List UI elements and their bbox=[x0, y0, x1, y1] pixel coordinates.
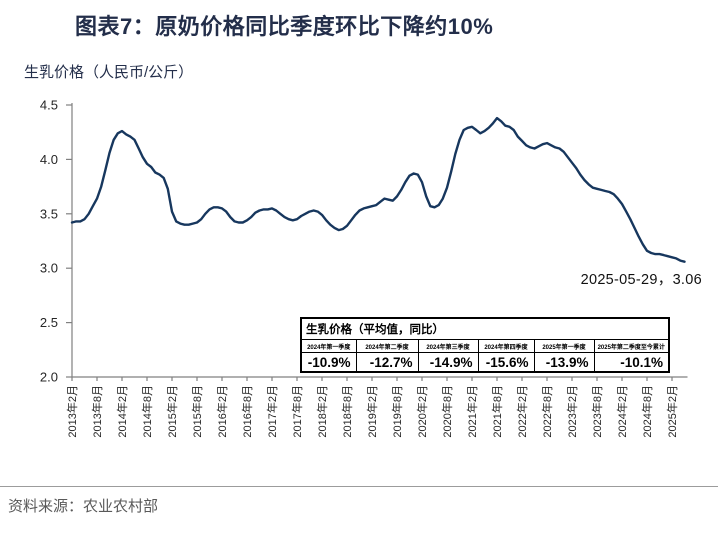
svg-text:2018年8月: 2018年8月 bbox=[340, 385, 354, 438]
svg-text:2017年8月: 2017年8月 bbox=[290, 385, 304, 438]
svg-text:2025年2月: 2025年2月 bbox=[665, 385, 679, 438]
svg-text:2019年8月: 2019年8月 bbox=[390, 385, 404, 438]
svg-text:2016年2月: 2016年2月 bbox=[215, 385, 229, 438]
svg-text:3.0: 3.0 bbox=[40, 261, 58, 276]
svg-text:2014年8月: 2014年8月 bbox=[140, 385, 154, 438]
data-source-note: 资料来源：农业农村部 bbox=[8, 498, 159, 515]
svg-text:2024年8月: 2024年8月 bbox=[640, 385, 654, 438]
latest-price-annotation: 2025-05-29，3.06 bbox=[580, 272, 702, 288]
table-value-cell: -10.1% bbox=[593, 352, 670, 373]
table-col-header: 2025年第二季度至今累计 bbox=[593, 339, 670, 353]
svg-text:2019年2月: 2019年2月 bbox=[365, 385, 379, 438]
table-col-header: 2024年第一季度 bbox=[300, 339, 357, 353]
svg-text:2022年8月: 2022年8月 bbox=[540, 385, 554, 438]
table-col-header: 2024年第三季度 bbox=[417, 339, 479, 353]
table-header-row: 2024年第一季度 2024年第二季度 2024年第三季度 2024年第四季度 … bbox=[300, 339, 670, 353]
svg-text:4.5: 4.5 bbox=[40, 98, 58, 113]
table-value-cell: -15.6% bbox=[477, 352, 535, 373]
svg-text:2.5: 2.5 bbox=[40, 315, 58, 330]
svg-text:2024年2月: 2024年2月 bbox=[615, 385, 629, 438]
svg-text:2013年2月: 2013年2月 bbox=[65, 385, 79, 438]
yoy-summary-table: 生乳价格（平均值，同比） 2024年第一季度 2024年第二季度 2024年第三… bbox=[300, 317, 670, 373]
svg-text:2013年8月: 2013年8月 bbox=[90, 385, 104, 438]
svg-text:2015年8月: 2015年8月 bbox=[190, 385, 204, 438]
table-title: 生乳价格（平均值，同比） bbox=[300, 317, 670, 340]
table-value-row: -10.9% -12.7% -14.9% -15.6% -13.9% -10.1… bbox=[300, 352, 670, 373]
table-value-cell: -12.7% bbox=[355, 352, 419, 373]
table-value-cell: -13.9% bbox=[533, 352, 595, 373]
svg-text:2016年8月: 2016年8月 bbox=[240, 385, 254, 438]
svg-text:2023年2月: 2023年2月 bbox=[565, 385, 579, 438]
table-col-header: 2024年第二季度 bbox=[355, 339, 419, 353]
svg-text:4.0: 4.0 bbox=[40, 152, 58, 167]
svg-text:3.5: 3.5 bbox=[40, 206, 58, 221]
svg-text:2021年2月: 2021年2月 bbox=[465, 385, 479, 438]
svg-text:2020年8月: 2020年8月 bbox=[440, 385, 454, 438]
svg-text:2021年8月: 2021年8月 bbox=[490, 385, 504, 438]
svg-text:2014年2月: 2014年2月 bbox=[115, 385, 129, 438]
chart-figure-title: 图表7：原奶价格同比季度环比下降约10% bbox=[75, 14, 494, 39]
svg-text:2020年2月: 2020年2月 bbox=[415, 385, 429, 438]
table-title-row: 生乳价格（平均值，同比） bbox=[300, 317, 670, 340]
table-col-header: 2024年第四季度 bbox=[477, 339, 535, 353]
table-value-cell: -10.9% bbox=[300, 352, 357, 373]
table-value-cell: -14.9% bbox=[417, 352, 479, 373]
svg-text:2018年2月: 2018年2月 bbox=[315, 385, 329, 438]
svg-text:2022年2月: 2022年2月 bbox=[515, 385, 529, 438]
chart-axis-unit-label: 生乳价格（人民币/公斤） bbox=[24, 64, 194, 81]
table-col-header: 2025年第一季度 bbox=[533, 339, 595, 353]
footer-divider bbox=[0, 486, 718, 487]
svg-text:2023年8月: 2023年8月 bbox=[590, 385, 604, 438]
svg-text:2.0: 2.0 bbox=[40, 370, 58, 385]
svg-text:2015年2月: 2015年2月 bbox=[165, 385, 179, 438]
svg-text:2017年2月: 2017年2月 bbox=[265, 385, 279, 438]
